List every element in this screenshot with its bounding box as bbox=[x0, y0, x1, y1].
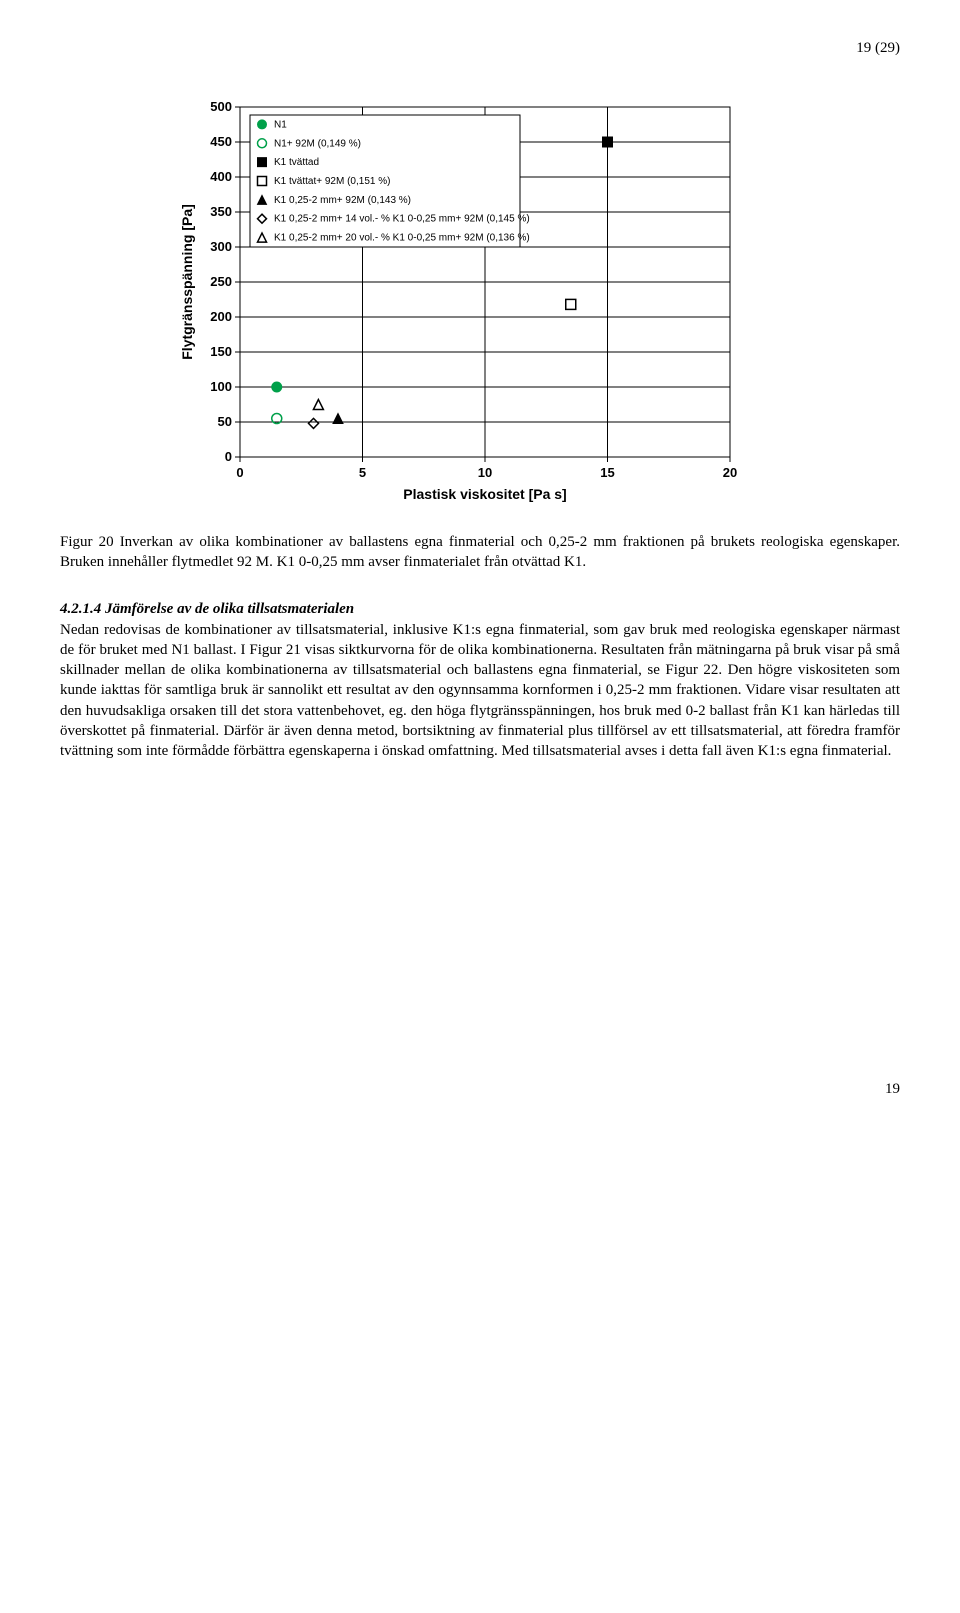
svg-text:100: 100 bbox=[210, 379, 232, 394]
page-number-top: 19 (29) bbox=[60, 40, 900, 57]
svg-text:N1+ 92M (0,149 %): N1+ 92M (0,149 %) bbox=[274, 138, 361, 149]
svg-text:0: 0 bbox=[236, 465, 243, 480]
svg-text:K1 0,25-2 mm+ 14 vol.- % K1 0-: K1 0,25-2 mm+ 14 vol.- % K1 0-0,25 mm+ 9… bbox=[274, 214, 530, 225]
svg-text:K1 0,25-2 mm+ 92M (0,143 %): K1 0,25-2 mm+ 92M (0,143 %) bbox=[274, 195, 411, 206]
svg-text:20: 20 bbox=[723, 465, 737, 480]
figure-caption: Figur 20 Inverkan av olika kombinationer… bbox=[60, 532, 900, 573]
svg-text:K1 tvättad: K1 tvättad bbox=[274, 157, 319, 168]
svg-text:450: 450 bbox=[210, 134, 232, 149]
svg-text:250: 250 bbox=[210, 274, 232, 289]
svg-text:N1: N1 bbox=[274, 119, 287, 130]
section-body: Nedan redovisas de kombinationer av till… bbox=[60, 620, 900, 762]
svg-text:400: 400 bbox=[210, 169, 232, 184]
svg-text:50: 50 bbox=[218, 414, 232, 429]
svg-text:15: 15 bbox=[600, 465, 614, 480]
svg-text:350: 350 bbox=[210, 204, 232, 219]
svg-text:Flytgränsspänning [Pa]: Flytgränsspänning [Pa] bbox=[179, 204, 195, 360]
section-title: 4.2.1.4 Jämförelse av de olika tillsatsm… bbox=[60, 601, 900, 618]
svg-text:0: 0 bbox=[225, 449, 232, 464]
svg-text:K1 tvättat+ 92M (0,151 %): K1 tvättat+ 92M (0,151 %) bbox=[274, 176, 390, 187]
svg-text:5: 5 bbox=[359, 465, 366, 480]
scatter-chart: 05101520050100150200250300350400450500Pl… bbox=[170, 97, 750, 512]
svg-text:150: 150 bbox=[210, 344, 232, 359]
svg-text:10: 10 bbox=[478, 465, 492, 480]
svg-text:500: 500 bbox=[210, 99, 232, 114]
chart-container: 05101520050100150200250300350400450500Pl… bbox=[170, 97, 790, 512]
svg-text:300: 300 bbox=[210, 239, 232, 254]
svg-text:K1 0,25-2 mm+ 20 vol.- % K1 0-: K1 0,25-2 mm+ 20 vol.- % K1 0-0,25 mm+ 9… bbox=[274, 233, 530, 244]
svg-text:200: 200 bbox=[210, 309, 232, 324]
page-number-bottom: 19 bbox=[60, 1081, 900, 1098]
svg-text:Plastisk viskositet [Pa s]: Plastisk viskositet [Pa s] bbox=[403, 486, 566, 502]
